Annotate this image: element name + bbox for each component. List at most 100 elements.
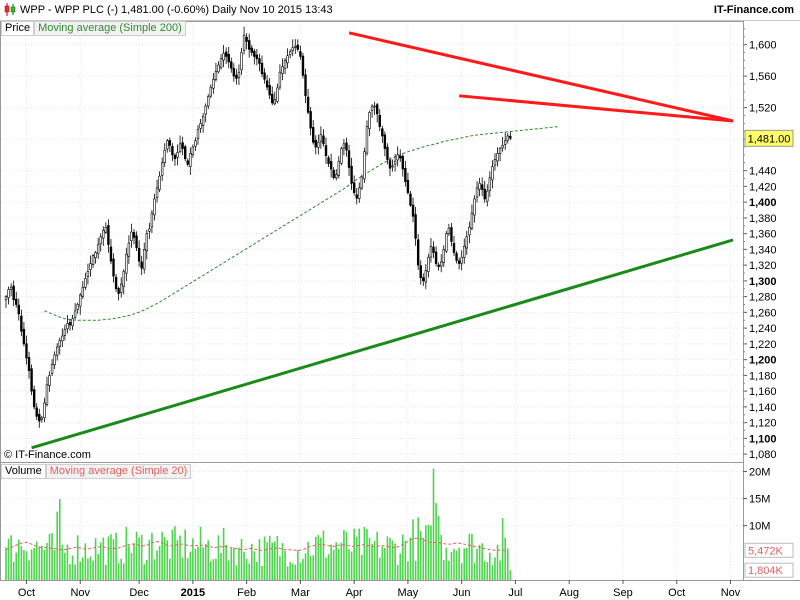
volume-tick-label: 15M [749,494,770,506]
volume-bar [402,534,404,580]
candle-body [48,375,51,386]
x-tick-label: 2015 [181,587,205,599]
volume-bar [220,552,222,580]
volume-bar [407,561,409,580]
candle-body [493,159,497,166]
volume-bar [299,562,302,580]
volume-bar [371,543,373,580]
volume-bar [197,546,199,580]
volume-bar [361,554,363,580]
volume-bar [115,532,117,580]
candle-body [194,140,197,147]
price-legend: Price Moving average (Simple 200) [1,21,186,36]
volume-bar [468,533,471,580]
price-tick-label: 1,100 [749,433,777,445]
price-tick-label: 1,180 [749,370,777,382]
volume-bar [105,564,107,580]
volume-tick-label: 10M [749,521,770,533]
volume-bar [253,551,256,580]
volume-bar [43,549,46,580]
candle-body [399,155,402,159]
candle-body [4,296,8,301]
volume-bar [7,538,10,580]
candle-body [278,71,282,88]
candle-body [224,51,228,57]
candle-body [186,160,189,165]
volume-bar [343,530,345,580]
volume-bar [471,533,473,580]
candle-body [25,343,28,359]
volume-bar [51,533,53,580]
candle-body [255,54,259,60]
candle-body [365,126,369,154]
volume-bar [338,548,340,580]
candle-body [58,340,61,347]
volume-bar [312,555,314,580]
resistance-line [348,31,734,123]
volume-bar [140,534,143,580]
candle-body [480,184,484,190]
volume-bar [87,558,89,580]
candle-body [419,265,422,279]
candle-body [199,123,202,129]
volume-bar [486,562,489,580]
copyright-label: © IT-Finance.com [4,449,91,461]
candle-body [373,105,376,108]
candle-body [473,198,476,216]
candle-body [107,225,110,245]
candle-body [63,329,67,336]
candle-body [283,60,287,69]
volume-bar [130,552,133,580]
price-tick-label: 1,520 [749,103,777,115]
candle-body [475,187,479,198]
volume-bar [450,551,453,580]
candle-body [329,161,333,170]
price-tick-label: 1,440 [749,166,777,178]
candle-body [122,271,125,287]
volume-bar [353,528,355,580]
volume-bar [266,542,268,580]
volume-bar [463,548,466,580]
candle-body [317,141,320,148]
volume-bar [71,555,74,580]
volume-bar [473,562,476,580]
volume-bar [125,526,128,580]
candle-body [416,239,420,266]
candle-body [383,134,387,149]
volume-bar [41,545,43,580]
candle-body [447,227,451,235]
volume-bar [458,547,460,580]
volume-bar [240,538,243,580]
candle-body [176,152,179,158]
candle-body [79,294,82,307]
candle-body [258,58,261,64]
candle-body [460,256,463,264]
volume-bar [332,549,335,580]
chart-title: WPP - WPP PLC (-) 1,481.00 (-0.60%) Dail… [20,4,333,16]
candle-body [125,253,128,274]
volume-bar [304,553,307,580]
candle-body [222,52,225,61]
candle-body [245,36,248,42]
volume-bar [210,561,212,580]
candle-body [137,247,141,262]
volume-bar [25,551,28,580]
volume-bar [389,537,391,580]
volume-bar [494,557,496,580]
candle-body [470,212,474,229]
candle-body [301,55,305,76]
volume-bar [271,542,274,580]
candle-body [150,212,154,228]
volume-bar [174,526,176,580]
candle-body [253,50,256,57]
candle-body [509,135,512,139]
candle-body [442,249,445,263]
volume-bar [176,540,179,580]
last-price-badge [744,129,794,147]
candle-body [71,318,74,326]
volume-bar [496,544,499,580]
volume-bar [314,537,317,580]
candle-body [406,179,410,193]
candle-body [155,187,159,198]
volume-bar [169,558,171,580]
